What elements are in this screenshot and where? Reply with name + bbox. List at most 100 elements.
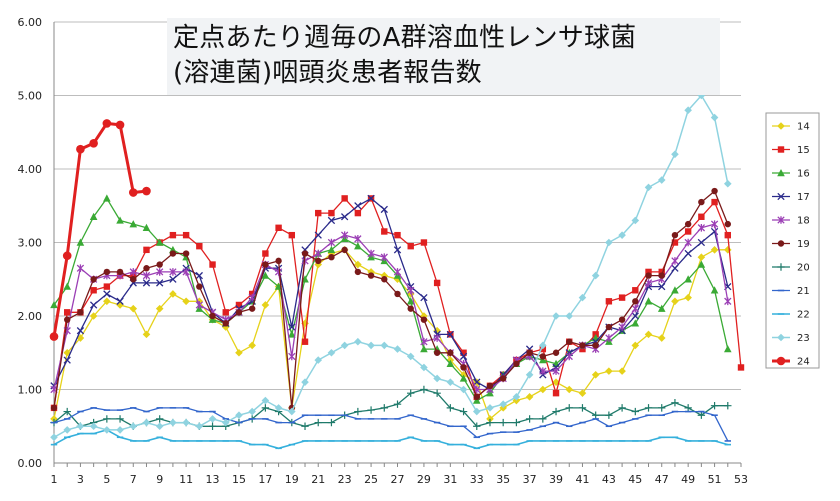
data-point-18 [565,352,573,361]
data-point-16 [129,220,138,228]
data-point-23 [221,418,230,427]
y-tick-label: 2.00 [18,310,43,323]
legend-label: 17 [797,192,810,203]
data-point-20 [658,404,666,412]
legend-item-21: 21 [772,286,810,297]
data-point-19 [315,257,322,265]
data-point-19 [169,250,177,257]
data-point-19 [420,316,428,323]
data-point-14 [591,371,600,379]
data-point-23 [142,418,151,427]
data-point-23 [129,422,138,431]
data-point-19 [684,220,692,228]
legend-label: 19 [797,239,810,250]
data-point-16 [116,216,124,224]
data-point-19 [64,316,71,323]
data-point-17 [446,330,455,339]
data-point-23 [367,341,375,350]
data-point-16 [657,304,666,312]
data-point-23 [340,341,349,350]
data-point-20 [301,422,309,430]
data-point-23 [644,183,653,192]
data-point-19 [103,268,111,276]
data-point-20 [724,401,732,410]
data-point-20 [459,407,468,416]
legend-item-24: 24 [772,357,810,368]
data-point-14 [671,297,679,306]
data-point-23 [393,345,402,353]
x-tick-label: 35 [496,473,510,486]
legend-item-18: 18 [772,216,810,227]
data-point-17 [195,271,203,280]
data-point-14 [525,393,534,401]
legend-item-15: 15 [772,145,810,156]
data-point-14 [578,389,587,397]
data-point-17 [393,246,402,254]
data-point-17 [684,249,692,258]
x-tick-label: 39 [549,473,563,486]
data-point-20 [565,404,573,412]
data-point-23 [63,426,72,434]
data-point-16 [406,297,415,305]
data-point-14 [142,330,151,339]
data-point-19 [579,342,586,349]
data-point-23 [684,106,692,114]
data-point-19 [486,382,494,390]
data-point-19 [460,364,467,371]
data-point-19 [90,276,97,283]
series-14 [50,246,732,423]
data-point-23 [155,422,164,431]
data-point-16 [76,238,85,246]
legend-item-16: 16 [772,169,810,180]
legend-label: 22 [797,310,810,321]
data-point-15 [618,294,626,301]
series-24 [49,119,151,341]
data-point-18 [710,220,719,228]
series-22 [50,429,731,450]
x-tick-label: 29 [417,473,431,486]
x-tick-label: 9 [156,473,163,486]
data-point-20 [420,385,428,394]
data-point-15 [420,239,428,246]
data-point-14 [129,304,138,313]
legend-box [765,112,820,369]
data-point-19 [381,276,388,283]
data-point-23 [89,422,98,431]
data-point-16 [459,374,468,382]
data-point-20 [261,404,270,412]
data-point-20 [103,415,111,423]
legend-item-14: 14 [772,122,810,133]
data-point-20 [393,400,402,408]
data-point-18 [288,352,296,361]
data-point-23 [420,363,428,372]
legend-label: 16 [797,169,810,180]
x-tick-label: 37 [523,473,537,486]
data-point-15 [209,261,216,268]
data-point-18 [393,268,402,276]
data-point-18 [340,231,349,239]
data-point-19 [671,231,679,239]
series-21 [50,407,731,442]
data-point-16 [710,286,719,294]
data-point-23 [657,176,666,184]
axes: 0.001.002.003.004.005.006.001 3 5 7 9 11 13 15 1… [18,16,749,486]
data-point-18 [671,257,679,265]
series-line-14 [53,249,728,420]
legend-marker [777,146,785,153]
data-point-15 [407,242,414,250]
data-point-19 [433,349,441,356]
data-point-16 [155,238,164,246]
data-point-23 [301,378,309,386]
series-line-22 [53,429,729,450]
data-point-20 [512,418,521,427]
data-point-15 [354,209,362,217]
data-point-15 [671,239,679,246]
x-tick-label: 43 [602,473,616,486]
data-point-14 [552,378,560,386]
data-point-23 [565,312,574,320]
data-point-18 [354,235,362,243]
y-tick-label: 6.00 [18,16,43,29]
data-point-23 [710,113,719,122]
data-point-14 [605,367,613,375]
data-point-24 [49,332,59,341]
